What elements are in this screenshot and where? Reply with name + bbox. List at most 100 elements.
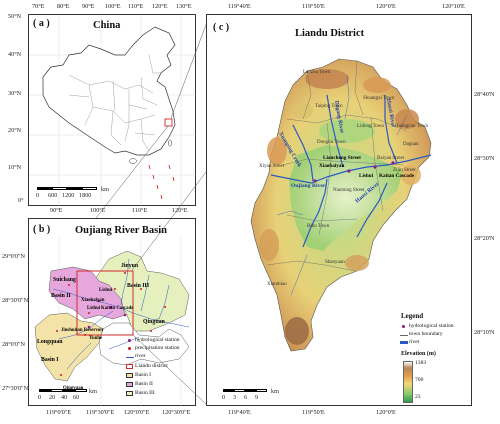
label-basin-i: Basin I [41,357,59,363]
panel-b-title: Oujiang River Basin [75,225,167,236]
b-bottom-tick-1: 119°30'0"E [86,409,115,416]
b-bottom-tick-0: 119°0'0"E [46,409,72,416]
china-map [29,15,197,207]
hydro-station-icon [402,325,405,328]
panel-a-scale-1: 600 [48,192,58,199]
panel-c-liandu: Laozhu Town Taiping Town Lidong Town Shu… [206,14,472,406]
town-liancheng: Liancheng Street [323,155,361,161]
town-shanyuan: Shanyuan [325,260,345,265]
town-xiaobaiyan: Xiaobaiyan [319,163,344,169]
town-bihu: Bihu Town [307,224,330,229]
label-xiaobaiyan: Xiaobaiyan [81,298,105,303]
town-zijin: Zijin Street [393,168,416,173]
basin-iii-swatch-icon [126,391,133,396]
precip-dot-icon [128,347,131,350]
panel-b-oujiang: Suichang Jinyun Basin II Basin III Lishu… [28,218,196,407]
a-top-tick-0: 70°E [32,3,45,10]
elevation-mid: 700 [415,377,424,383]
panel-b-scale-1: 20 [49,394,56,401]
panel-c-scale-3: 9 [255,394,259,401]
river-label-dagang: Dagang River [333,100,345,134]
river-label-haoxi-2: Haoxi River [385,98,396,128]
label-basin-ii: Basin II [51,293,72,299]
basin-ii [48,266,126,320]
c-right-tick-1: 28°30'N [474,155,495,162]
panel-c-legend: Legend hydrological station town boundar… [399,313,471,405]
town-xiyan: Xiyan Street [259,164,285,169]
liandu-box [76,270,134,336]
panel-b-scale [39,389,87,392]
a-left-tick-1: 40°N [8,51,22,58]
basin-ii-swatch-icon [126,382,133,387]
c-top-tick-1: 119°50'E [302,3,325,10]
c-bottom-tick-2: 120°0'E [376,409,396,416]
panel-c-scale-2: 6 [244,394,248,401]
c-right-tick-3: 28°10'N [474,329,495,336]
legend-b-hydro-label: hydrological station [135,337,180,343]
legend-c-river-label: river [409,339,420,345]
oujiang-river-line [270,154,432,184]
panel-b-label: ( b ) [33,224,51,235]
panel-c-label: ( c ) [213,22,230,33]
china-outline [42,26,176,156]
c-top-tick-0: 119°40'E [228,3,251,10]
label-kaitan: Kaitan Cascade [101,306,133,311]
a-top-tick-3: 100°E [105,3,121,10]
label-longquan: Longquan [37,339,63,345]
town-laozhu: Laozhu Town [303,70,331,75]
legend-c-hydro-label: hydrological station [409,323,454,329]
river-line-icon [126,357,134,358]
town-kaitan: Kaitan Cascade [379,173,415,179]
river-label-oujiang: Oujiang River [291,183,326,189]
b-bottom-tick-3: 120°30'0"E [162,409,191,416]
legend-b-basin2-label: Basin II [135,381,153,387]
town-donghu: Donghu Town [317,140,346,145]
panel-c-scale-1: 3 [233,394,237,401]
c-bottom-tick-1: 119°50'E [302,409,325,416]
a-left-tick-2: 30°N [8,90,22,97]
label-qingtian: Qingtian [143,319,166,325]
panel-a-scale-2: 1200 [62,192,75,199]
a-left-tick-3: 20°N [8,127,22,134]
b-left-tick-3: 27°30'0"N [2,385,29,392]
hydro-dot-icon [128,339,131,342]
a-bottom-tick-3: 120°E [172,207,188,214]
a-top-tick-4: 110°E [128,3,144,10]
panel-b-scale-3: 60 [73,394,80,401]
label-jinshuitan: Jinshuitan Reservoir [61,328,105,333]
panel-b-scale-unit: km [89,388,97,395]
c-top-tick-2: 120°0'E [376,3,396,10]
elevation-title: Elevation (m) [401,351,436,357]
legend-b-precip-label: precipitation station [135,345,180,351]
elevation-colorbar [403,361,413,403]
b-left-tick-0: 29°0'0"N [2,253,25,260]
town-lishui: Lishui [359,173,374,179]
label-suichang: Suichang [53,277,76,283]
town-lidong: Lidong Town [357,124,384,129]
panel-a-scale-3: 1800 [79,192,92,199]
a-top-tick-6: 130°E [176,3,192,10]
panel-c-scale [223,389,267,392]
b-left-tick-1: 28°30'0"N [2,297,29,304]
oujiang-location-box [164,118,173,127]
label-yunhe: Yunhe [89,336,102,341]
a-top-tick-5: 120°E [152,3,168,10]
town-shuangx: Shuangxi Town [363,96,395,101]
label-lishui: Lishui [99,288,113,293]
basin-i-swatch-icon [126,373,133,378]
town-taiping: Taiping Town [315,104,343,109]
a-left-tick-4: 10°N [8,164,22,171]
label-lishui2: Lishui [87,306,101,311]
elevation-max: 1383 [415,360,427,366]
panel-a-scale-unit: km [101,186,109,193]
panel-c-title: Liandu District [295,28,365,39]
panel-a-scale [37,187,97,190]
a-left-tick-0: 50°N [8,13,22,20]
panel-b-scale-0: 0 [38,394,42,401]
town-boundary-icon [400,335,408,336]
legend-b-river-label: river [135,353,146,359]
panel-c-scale-unit: km [271,388,279,395]
town-huangcun: Huangcun Town [395,124,429,129]
c-right-tick-0: 28°40'N [474,91,495,98]
c-bottom-tick-0: 119°40'E [228,409,251,416]
